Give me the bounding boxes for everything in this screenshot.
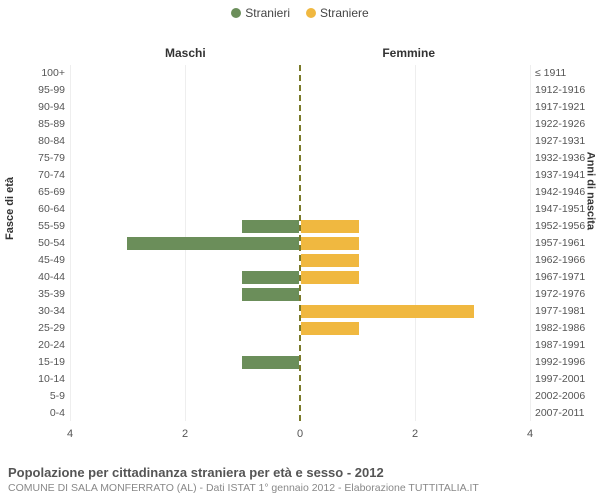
legend-swatch-female: [306, 8, 316, 18]
y-label-birth: 1992-1996: [535, 353, 595, 370]
age-row: [70, 82, 530, 99]
age-row: [70, 99, 530, 116]
y-label-birth: 1932-1936: [535, 149, 595, 166]
age-row: [70, 235, 530, 252]
y-label-age: 30-34: [5, 302, 65, 319]
age-row: [70, 201, 530, 218]
legend-item-female: Straniere: [306, 6, 369, 20]
x-tick-label: 4: [527, 428, 533, 440]
y-label-birth: 1982-1986: [535, 319, 595, 336]
age-row: [70, 388, 530, 405]
plot-area: [70, 64, 530, 421]
bar-female: [301, 322, 359, 335]
y-label-birth: 1912-1916: [535, 81, 595, 98]
x-tick-label: 2: [182, 428, 188, 440]
bar-female: [301, 220, 359, 233]
bar-female: [301, 271, 359, 284]
y-label-birth: 1937-1941: [535, 166, 595, 183]
chart: Maschi Femmine Fasce di età Anni di nasc…: [0, 20, 600, 450]
y-label-age: 100+: [5, 64, 65, 81]
x-tick-label: 0: [297, 428, 303, 440]
y-label-age: 50-54: [5, 234, 65, 251]
y-label-age: 5-9: [5, 387, 65, 404]
y-label-birth: 1922-1926: [535, 115, 595, 132]
y-label-birth: 1952-1956: [535, 217, 595, 234]
bar-female: [301, 305, 474, 318]
age-row: [70, 354, 530, 371]
age-row: [70, 218, 530, 235]
y-label-birth: 1977-1981: [535, 302, 595, 319]
bar-female: [301, 237, 359, 250]
y-label-age: 20-24: [5, 336, 65, 353]
y-label-birth: 1967-1971: [535, 268, 595, 285]
y-label-age: 10-14: [5, 370, 65, 387]
y-label-birth: 1997-2001: [535, 370, 595, 387]
age-row: [70, 116, 530, 133]
y-label-age: 95-99: [5, 81, 65, 98]
y-label-age: 0-4: [5, 404, 65, 421]
x-tick-label: 4: [67, 428, 73, 440]
bar-male: [242, 220, 300, 233]
y-label-age: 60-64: [5, 200, 65, 217]
y-label-age: 55-59: [5, 217, 65, 234]
y-label-age: 75-79: [5, 149, 65, 166]
y-label-age: 65-69: [5, 183, 65, 200]
age-row: [70, 320, 530, 337]
y-label-birth: ≤ 1911: [535, 64, 595, 81]
legend: Stranieri Straniere: [0, 0, 600, 20]
age-row: [70, 133, 530, 150]
age-row: [70, 150, 530, 167]
chart-subtitle: COMUNE DI SALA MONFERRATO (AL) - Dati IS…: [8, 482, 592, 494]
chart-footer: Popolazione per cittadinanza straniera p…: [8, 465, 592, 494]
y-label-birth: 2002-2006: [535, 387, 595, 404]
y-label-birth: 1962-1966: [535, 251, 595, 268]
column-header-male: Maschi: [165, 46, 206, 60]
age-row: [70, 184, 530, 201]
y-label-birth: 2007-2011: [535, 404, 595, 421]
gridline: [530, 65, 531, 421]
y-label-birth: 1987-1991: [535, 336, 595, 353]
y-label-birth: 1942-1946: [535, 183, 595, 200]
legend-swatch-male: [231, 8, 241, 18]
bar-male: [242, 356, 300, 369]
y-label-age: 70-74: [5, 166, 65, 183]
y-label-birth: 1947-1951: [535, 200, 595, 217]
bar-male: [127, 237, 300, 250]
y-label-age: 25-29: [5, 319, 65, 336]
bar-female: [301, 254, 359, 267]
y-label-age: 80-84: [5, 132, 65, 149]
y-label-age: 90-94: [5, 98, 65, 115]
y-label-birth: 1917-1921: [535, 98, 595, 115]
age-row: [70, 303, 530, 320]
y-label-age: 85-89: [5, 115, 65, 132]
y-label-age: 40-44: [5, 268, 65, 285]
y-label-birth: 1927-1931: [535, 132, 595, 149]
y-label-age: 15-19: [5, 353, 65, 370]
column-header-female: Femmine: [382, 46, 435, 60]
chart-title: Popolazione per cittadinanza straniera p…: [8, 465, 592, 480]
y-label-age: 35-39: [5, 285, 65, 302]
age-row: [70, 65, 530, 82]
x-tick-label: 2: [412, 428, 418, 440]
legend-label-male: Stranieri: [245, 6, 290, 20]
age-row: [70, 252, 530, 269]
bar-male: [242, 271, 300, 284]
age-row: [70, 405, 530, 422]
legend-label-female: Straniere: [320, 6, 369, 20]
age-row: [70, 371, 530, 388]
age-row: [70, 337, 530, 354]
age-row: [70, 286, 530, 303]
y-label-birth: 1972-1976: [535, 285, 595, 302]
bar-male: [242, 288, 300, 301]
y-label-birth: 1957-1961: [535, 234, 595, 251]
y-label-age: 45-49: [5, 251, 65, 268]
age-row: [70, 269, 530, 286]
age-row: [70, 167, 530, 184]
legend-item-male: Stranieri: [231, 6, 290, 20]
